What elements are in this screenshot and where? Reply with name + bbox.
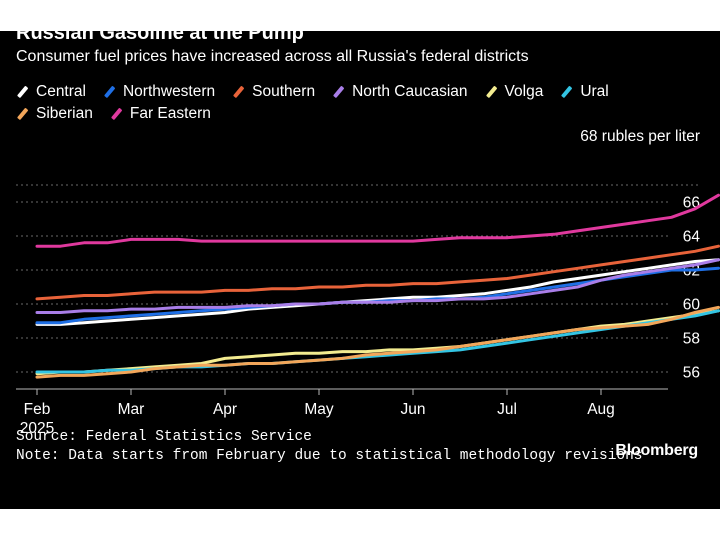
- legend-label-far-eastern: Far Eastern: [129, 105, 211, 122]
- legend-item-northwestern: Northwestern: [103, 82, 215, 102]
- x-tick-label-apr: Apr: [213, 401, 237, 418]
- legend-item-southern: Southern: [232, 82, 315, 102]
- legend-item-far-eastern: Far Eastern: [110, 104, 211, 124]
- source-note: Source: Federal Statistics Service: [16, 429, 312, 445]
- legend-item-north-caucasian: North Caucasian: [332, 82, 468, 102]
- legend-label-northwestern: Northwestern: [122, 83, 216, 100]
- y-tick-label-58: 58: [683, 331, 700, 348]
- series-line-north-caucasian: [35, 258, 720, 314]
- series-line-southern: [35, 244, 720, 301]
- x-tick-label-may: May: [304, 401, 334, 418]
- methodology-note: Note: Data starts from February due to s…: [16, 448, 643, 464]
- series-line-volga: [35, 309, 720, 376]
- legend-label-ural: Ural: [580, 83, 609, 100]
- chart-subtitle: Consumer fuel prices have increased acro…: [16, 48, 529, 65]
- x-tick-label-jun: Jun: [401, 401, 426, 418]
- x-year-label: 2025: [20, 420, 54, 437]
- legend-label-central: Central: [36, 83, 86, 100]
- y-tick-label-64: 64: [683, 229, 701, 246]
- chart-title: Russian Gasoline at the Pump: [16, 22, 304, 44]
- x-tick-label-mar: Mar: [118, 401, 145, 418]
- legend-label-volga: Volga: [504, 83, 544, 100]
- x-tick-label-jul: Jul: [497, 401, 517, 418]
- y-tick-label-60: 60: [683, 297, 701, 314]
- y-tick-label-56: 56: [683, 365, 700, 382]
- series-line-far-eastern: [35, 193, 720, 248]
- legend-item-volga: Volga: [485, 82, 544, 102]
- series-line-siberian: [35, 305, 720, 379]
- y-axis-unit-label: 68 rubles per liter: [580, 128, 700, 145]
- legend-item-siberian: Siberian: [16, 104, 93, 124]
- series-line-central: [35, 258, 720, 326]
- series-lines: [35, 193, 720, 379]
- x-axis: Feb Mar Apr May Jun Jul Aug 2025: [16, 388, 668, 437]
- legend-label-southern: Southern: [252, 83, 316, 100]
- chart-legend: Central Northwestern Southern North Caucasi…: [16, 82, 676, 124]
- bloomberg-logo: Bloomberg: [615, 442, 698, 459]
- x-tick-label-aug: Aug: [587, 401, 615, 418]
- legend-label-north-caucasian: North Caucasian: [352, 83, 468, 100]
- chart-footer: Source: Federal Statistics Service Note:…: [16, 428, 643, 466]
- legend-item-central: Central: [16, 82, 86, 102]
- legend-label-siberian: Siberian: [36, 105, 93, 122]
- x-tick-label-feb: Feb: [24, 401, 51, 418]
- legend-item-ural: Ural: [560, 82, 609, 102]
